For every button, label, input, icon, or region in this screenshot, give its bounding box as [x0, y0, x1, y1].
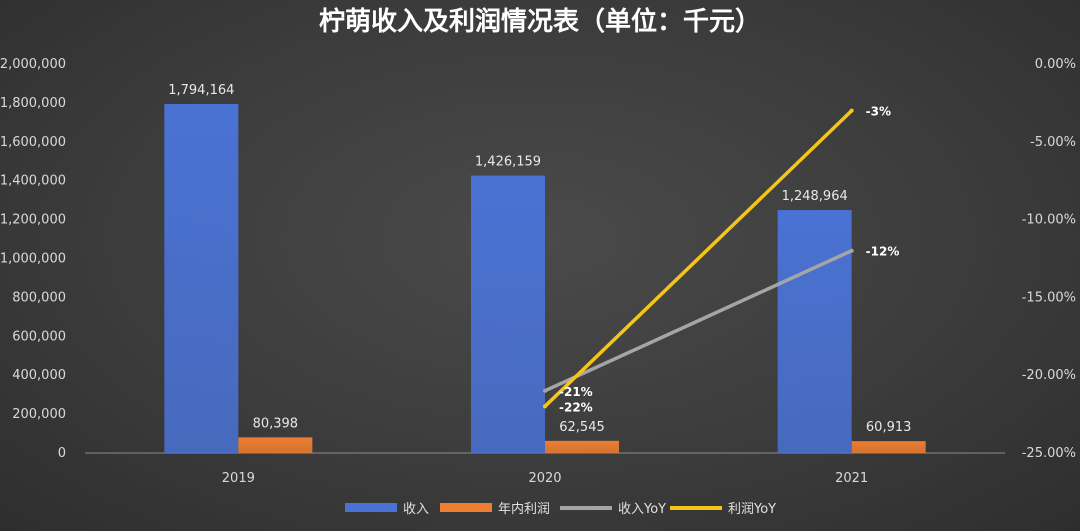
yoy-data-label: -21%: [559, 385, 593, 399]
y-left-tick-label: 1,200,000: [0, 213, 66, 228]
y-right-tick-label: -10.00%: [1022, 213, 1076, 228]
axes: 0 200,000 400,000 600,000 800,000 1,000,000 1,…: [0, 57, 1076, 486]
line-point: [543, 388, 547, 393]
y-right-tick-label: -5.00%: [1030, 135, 1076, 150]
x-tick-label: 2020: [528, 471, 561, 486]
bar-revenue: [164, 104, 239, 454]
bar-data-label: 1,794,164: [168, 83, 234, 98]
x-tick-label: 2021: [835, 471, 868, 486]
y-left-tick-label: 1,600,000: [0, 135, 66, 150]
bar-data-label: 80,398: [253, 416, 299, 431]
y-left-tick-label: 1,800,000: [0, 96, 66, 111]
y-right-tick-label: -20.00%: [1022, 368, 1076, 383]
yoy-lines: [543, 108, 854, 409]
y-left-tick-label: 600,000: [12, 329, 66, 344]
y-right-tick-label: -25.00%: [1022, 446, 1076, 461]
legend-swatch: [440, 503, 492, 512]
y-left-tick-label: 800,000: [12, 290, 66, 305]
yoy-data-label: -3%: [866, 105, 891, 119]
line-revenue-yoy: [543, 248, 854, 393]
bar-profit: [545, 440, 619, 453]
legend-label: 收入YoY: [618, 502, 666, 517]
bar-revenue: [471, 175, 545, 454]
bar-revenue: [777, 210, 852, 453]
chart-title: 柠萌收入及利润情况表（单位：千元）: [319, 6, 761, 37]
bar-profit: [851, 441, 926, 453]
bar-profit: [238, 437, 313, 453]
legend-label: 利润YoY: [728, 502, 776, 517]
line-point: [849, 248, 854, 253]
legend: 收入 年内利润 收入YoY 利润YoY: [345, 501, 776, 517]
yoy-data-label: -12%: [866, 245, 900, 259]
legend-label: 年内利润: [498, 501, 550, 517]
y-left-tick-label: 1,400,000: [0, 174, 66, 189]
y-left-tick-label: 400,000: [12, 368, 66, 383]
yoy-data-label: -22%: [559, 400, 593, 414]
bar-data-label: 62,545: [559, 420, 605, 435]
bars: [164, 104, 926, 454]
legend-label: 收入: [403, 502, 429, 517]
y-left-tick-label: 2,000,000: [0, 57, 66, 72]
line-point: [543, 404, 547, 409]
bar-data-label: 1,426,159: [475, 155, 541, 170]
x-tick-label: 2019: [222, 471, 255, 486]
line-profit-yoy: [543, 108, 854, 409]
y-right-tick-label: 0.00%: [1035, 57, 1076, 72]
y-left-tick-label: 0: [58, 446, 66, 461]
y-right-tick-label: -15.00%: [1022, 290, 1076, 305]
data-labels: 1,794,164 1,426,159 1,248,964 80,398 62,545 6…: [168, 83, 911, 435]
line-point: [849, 108, 854, 113]
bar-data-label: 1,248,964: [782, 189, 848, 204]
y-left-tick-label: 200,000: [12, 407, 66, 422]
y-left-tick-label: 1,000,000: [0, 252, 66, 267]
legend-swatch: [345, 503, 397, 512]
bar-data-label: 60,913: [866, 420, 912, 435]
